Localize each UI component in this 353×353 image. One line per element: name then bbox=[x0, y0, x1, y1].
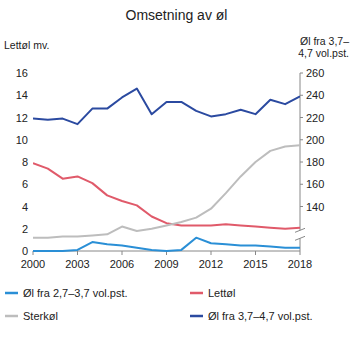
x-tick-label: 2000 bbox=[21, 258, 45, 270]
y2-tick-label: 140 bbox=[306, 201, 324, 213]
x-tick bbox=[211, 251, 212, 255]
legend-swatch bbox=[190, 292, 203, 295]
x-tick bbox=[122, 251, 123, 255]
axis-break bbox=[295, 236, 305, 240]
y-tick-label: 2 bbox=[22, 223, 28, 235]
x-tick bbox=[77, 251, 78, 255]
y-tick-label: 8 bbox=[22, 156, 28, 168]
x-tick-label: 2006 bbox=[110, 258, 134, 270]
y-tick-label: 10 bbox=[16, 134, 28, 146]
legend-label: Øl fra 3,7–4,7 vol.pst. bbox=[208, 310, 313, 322]
y-tick-label: 6 bbox=[22, 178, 28, 190]
y-tick-label: 4 bbox=[22, 201, 28, 213]
y2-axis-label: Øl fra 3,7– bbox=[300, 35, 349, 47]
y2-tick-label: 240 bbox=[306, 89, 324, 101]
series-line bbox=[33, 238, 300, 251]
y2-tick-label: 200 bbox=[306, 134, 324, 146]
x-tick-label: 2003 bbox=[65, 258, 89, 270]
chart: Omsetning av øl Lettøl mv. Øl fra 3,7–4,7 … bbox=[0, 0, 353, 353]
x-tick-label: 2012 bbox=[199, 258, 223, 270]
series-line bbox=[33, 145, 300, 237]
x-tick-label: 2009 bbox=[154, 258, 178, 270]
series-line bbox=[33, 89, 300, 125]
x-tick-label: 2015 bbox=[243, 258, 267, 270]
y2-tick-label: 260 bbox=[306, 67, 324, 79]
legend-swatch bbox=[5, 315, 18, 318]
y2-tick-label: 160 bbox=[306, 178, 324, 190]
y2-tick-label: 220 bbox=[306, 112, 324, 124]
y-tick-label: 14 bbox=[16, 89, 28, 101]
y2-tick-label: 180 bbox=[306, 156, 324, 168]
plot-area bbox=[33, 89, 300, 251]
series-line bbox=[33, 163, 300, 229]
x-tick-label: 2018 bbox=[288, 258, 312, 270]
y-tick-label: 0 bbox=[22, 245, 28, 257]
y-tick-label: 16 bbox=[16, 67, 28, 79]
title: Omsetning av øl bbox=[126, 7, 228, 23]
y2-axis-line bbox=[300, 238, 301, 251]
x-tick bbox=[255, 251, 256, 255]
legend-label: Lettøl bbox=[208, 287, 236, 299]
axis-break bbox=[295, 228, 305, 232]
legend-label: Øl fra 2,7–3,7 vol.pst. bbox=[23, 287, 128, 299]
legend-label: Sterkøl bbox=[23, 310, 58, 322]
y-axis-label: Lettøl mv. bbox=[4, 39, 49, 51]
x-tick bbox=[300, 251, 301, 255]
legend-swatch bbox=[190, 315, 203, 318]
y-tick-label: 12 bbox=[16, 112, 28, 124]
y2-axis-label: 4,7 vol.pst. bbox=[298, 47, 349, 59]
legend-swatch bbox=[5, 292, 18, 295]
